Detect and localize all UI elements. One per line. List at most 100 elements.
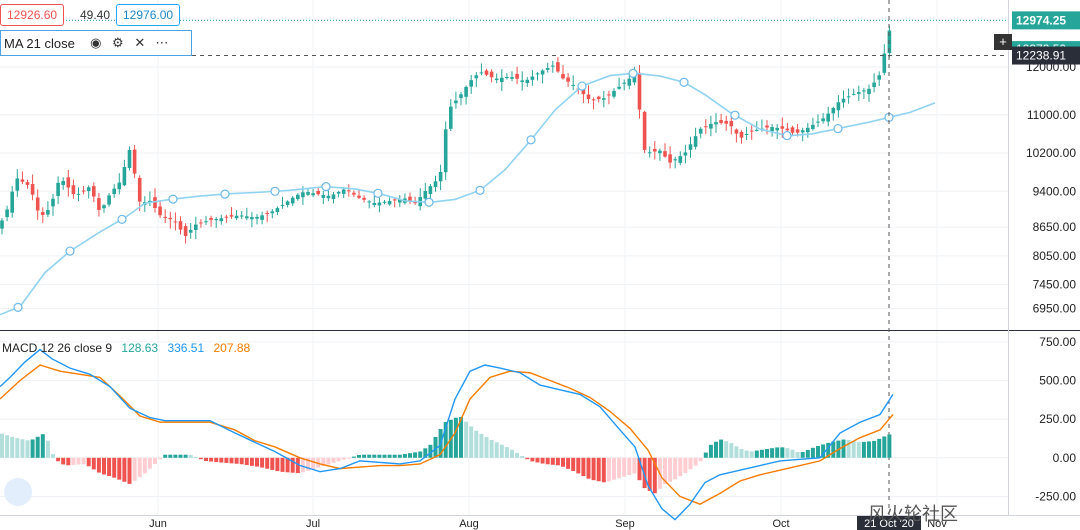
macd-histogram-bar (102, 457, 106, 475)
candle (494, 78, 499, 81)
candle (0, 220, 4, 229)
crosshair-plus-button[interactable]: + (994, 34, 1012, 50)
candle (86, 187, 91, 192)
candle (280, 204, 285, 206)
price-axis-label: 10200.00 (1026, 146, 1076, 160)
macd-histogram-bar (433, 436, 438, 458)
macd-histogram-bar (693, 457, 698, 466)
macd-histogram-bar (224, 457, 229, 463)
macd-histogram-bar (443, 421, 448, 458)
candle (663, 151, 667, 157)
macd-histogram-bar (178, 454, 183, 458)
candle (173, 221, 178, 223)
macd-histogram-bar (15, 438, 20, 458)
candle (372, 203, 377, 206)
candle (433, 181, 438, 187)
macd-histogram-bar (861, 441, 866, 458)
macd-histogram-bar (290, 457, 295, 473)
candle (811, 124, 815, 130)
macd-histogram-bar (759, 449, 764, 458)
macd-histogram-bar (810, 447, 815, 458)
candle (311, 193, 315, 196)
candle (413, 201, 417, 204)
bid-price-box[interactable]: 12926.60 (0, 4, 65, 26)
eye-icon[interactable]: ◉ (90, 35, 102, 50)
candle (209, 217, 213, 220)
candle (780, 126, 785, 129)
candle (586, 94, 591, 99)
candle (275, 208, 280, 213)
candle (505, 77, 509, 79)
macd-histogram-bar (606, 457, 611, 482)
price-axis-label: 7450.00 (1033, 278, 1077, 292)
macd-histogram-bar (249, 457, 254, 466)
macd-histogram-bar (663, 457, 667, 485)
macd-axis-label: 250.00 (1039, 412, 1076, 426)
macd-histogram-bar (795, 452, 800, 458)
candle (51, 198, 55, 207)
candle (336, 191, 341, 194)
candle (35, 197, 40, 211)
candle (653, 148, 657, 152)
macd-histogram-bar (464, 421, 469, 458)
macd-histogram-bar (719, 439, 724, 458)
macd-histogram-bar (785, 448, 790, 458)
macd-histogram-bar (770, 448, 775, 458)
candle (678, 156, 683, 163)
candle (107, 195, 111, 205)
more-icon[interactable]: ⋯ (155, 35, 169, 50)
tradingview-logo-icon[interactable] (4, 478, 32, 506)
candle (800, 130, 805, 133)
candle (306, 192, 310, 195)
macd-histogram-bar (285, 457, 290, 473)
candle (127, 149, 132, 168)
macd-histogram-bar (515, 452, 520, 458)
candle (704, 126, 708, 128)
candle (204, 221, 208, 223)
candle (857, 92, 861, 94)
candle (698, 128, 703, 134)
macd-histogram-bar (887, 434, 892, 458)
candle (250, 217, 254, 220)
crosshair-price-tag (1012, 46, 1080, 65)
candle (882, 53, 887, 73)
candle (423, 191, 428, 199)
time-axis-label: Jul (306, 518, 320, 530)
macd-histogram-bar (204, 457, 208, 461)
macd-histogram-bar (632, 457, 637, 474)
macd-histogram-bar (530, 457, 535, 462)
macd-histogram-bar (678, 457, 683, 477)
macd-histogram-bar (581, 457, 586, 477)
ask-price-box[interactable]: 12976.00 (116, 4, 181, 26)
crosshair-date-tag-text: 21 Oct '20 (864, 518, 914, 530)
ma-marker (475, 185, 485, 195)
macd-histogram-bar (601, 457, 606, 483)
macd-histogram-bar (61, 457, 66, 465)
candle (367, 201, 371, 203)
macd-histogram-bar (107, 457, 112, 477)
macd-histogram-bar (489, 439, 494, 458)
candle (734, 129, 739, 134)
candle (316, 190, 320, 195)
macd-histogram-bar (703, 452, 708, 458)
macd-histogram-bar (20, 439, 25, 458)
macd-histogram-bar (0, 433, 4, 458)
ma-legend[interactable]: MA 21 close ◉ ⚙ ✕ ⋯ (0, 30, 192, 56)
macd-histogram-bar (300, 457, 305, 473)
gear-icon[interactable]: ⚙ (112, 35, 124, 50)
macd-histogram-bar (479, 433, 484, 458)
price-axis-label: 6950.00 (1033, 301, 1077, 315)
watermark: 风火轮社区 (868, 504, 958, 524)
macd-histogram-bar (408, 453, 412, 458)
candle (132, 149, 137, 174)
price-axis-label: 8050.00 (1033, 249, 1077, 263)
macd-histogram-bar (851, 441, 856, 458)
macd-histogram-bar (76, 457, 81, 465)
macd-histogram-bar (846, 439, 851, 458)
macd-histogram-bar (499, 444, 504, 458)
macd-histogram-bar (357, 455, 361, 458)
candle (398, 199, 402, 203)
candle (739, 131, 744, 138)
close-icon[interactable]: ✕ (134, 35, 146, 50)
